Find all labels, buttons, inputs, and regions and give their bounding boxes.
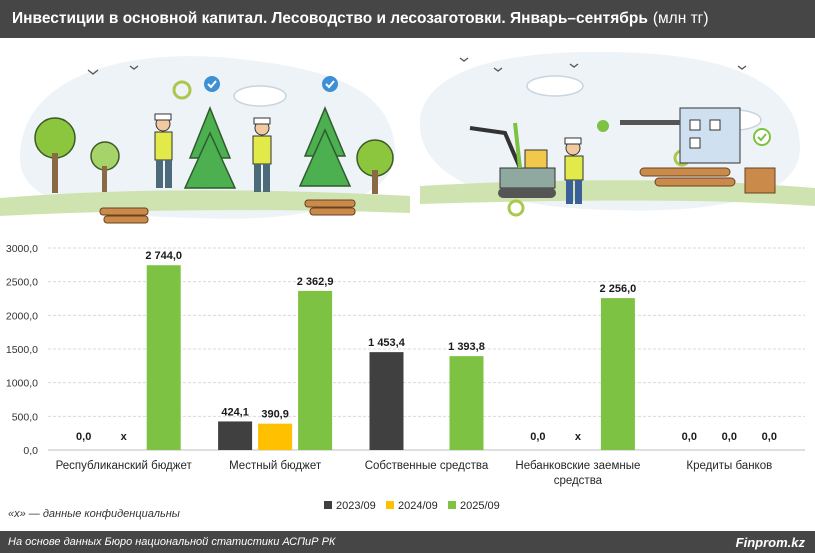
bar-2023-09	[218, 421, 253, 450]
data-label: 0,0	[682, 431, 697, 443]
legend: 2023/09 2024/09 2025/09	[324, 500, 500, 512]
data-label: 0,0	[530, 431, 545, 443]
legend-label: 2025/09	[460, 500, 500, 512]
legend-swatch	[386, 501, 394, 509]
bar-2025-09	[146, 265, 181, 450]
log-pile-icon	[99, 167, 736, 224]
y-tick-label: 2500,0	[6, 277, 38, 289]
data-label: 1 453,4	[368, 337, 406, 349]
legend-label: 2024/09	[398, 500, 438, 512]
bar-2025-09	[600, 298, 635, 450]
category-label: Собственные средства	[365, 460, 489, 472]
data-label: 0,0	[762, 431, 777, 443]
source-note: На основе данных Бюро национальной стати…	[8, 536, 336, 548]
data-label: 1 393,8	[448, 341, 485, 353]
chart-unit: (млн тг)	[652, 10, 709, 27]
chart-title: Инвестиции в основной капитал. Лесоводст…	[12, 10, 648, 27]
sawmill-icon	[620, 107, 776, 194]
bar-2024-09	[258, 423, 293, 450]
y-tick-label: 3000,0	[6, 243, 38, 255]
forestry-illustration	[0, 51, 815, 224]
data-label: 2 256,0	[600, 283, 637, 295]
data-label: 2 362,9	[297, 276, 334, 288]
data-label: 2 744,0	[145, 250, 182, 262]
bar-chart: 0,0 500,0 1000,0 1500,0 2000,0 2500,0 3000,0 0…	[6, 243, 805, 512]
data-label: х	[575, 431, 582, 443]
y-tick-label: 1000,0	[6, 378, 38, 390]
data-label: 390,9	[261, 409, 289, 421]
legend-label: 2023/09	[336, 500, 376, 512]
tree-icon	[34, 105, 394, 194]
bird-icon	[87, 57, 747, 75]
excavator-icon	[469, 122, 556, 198]
y-tick-label: 1500,0	[6, 344, 38, 356]
category-label: Местный бюджет	[229, 460, 322, 472]
category-label: Кредиты банков	[686, 460, 772, 472]
checkmark-badge-icon	[204, 76, 771, 146]
bar-2025-09	[298, 290, 333, 450]
data-labels: 0,0 х 2 744,0 424,1 390,9 2 362,9 1 453,4 1 393…	[76, 250, 777, 443]
x-axis-categories: Республиканский бюджет Местный бюджет Собс…	[56, 460, 773, 487]
lumberjack-icon	[154, 113, 272, 192]
confidential-footnote: «х» — данные конфиденциальны	[8, 508, 180, 520]
brand-logo: Finprom.kz	[735, 534, 805, 550]
y-tick-label: 2000,0	[6, 310, 38, 322]
category-label: средства	[554, 475, 603, 487]
y-tick-label: 0,0	[23, 445, 38, 457]
bar-2023-09	[369, 352, 404, 450]
y-tick-label: 500,0	[12, 411, 38, 423]
bar-2025-09	[449, 356, 484, 450]
data-label: 0,0	[76, 431, 91, 443]
lumberjack-icon	[564, 120, 609, 204]
data-label: х	[121, 431, 128, 443]
legend-swatch	[448, 501, 456, 509]
chart-title-bar: Инвестиции в основной капитал. Лесоводст…	[0, 0, 815, 38]
bars	[146, 265, 635, 450]
category-label: Небанковские заемные	[515, 460, 640, 472]
data-label: 0,0	[722, 431, 737, 443]
y-axis-ticks: 0,0 500,0 1000,0 1500,0 2000,0 2500,0 3000,0	[6, 243, 38, 457]
data-label: 424,1	[221, 406, 249, 418]
footer-bar: На основе данных Бюро национальной стати…	[0, 531, 815, 553]
legend-swatch	[324, 501, 332, 509]
category-label: Республиканский бюджет	[56, 460, 193, 472]
